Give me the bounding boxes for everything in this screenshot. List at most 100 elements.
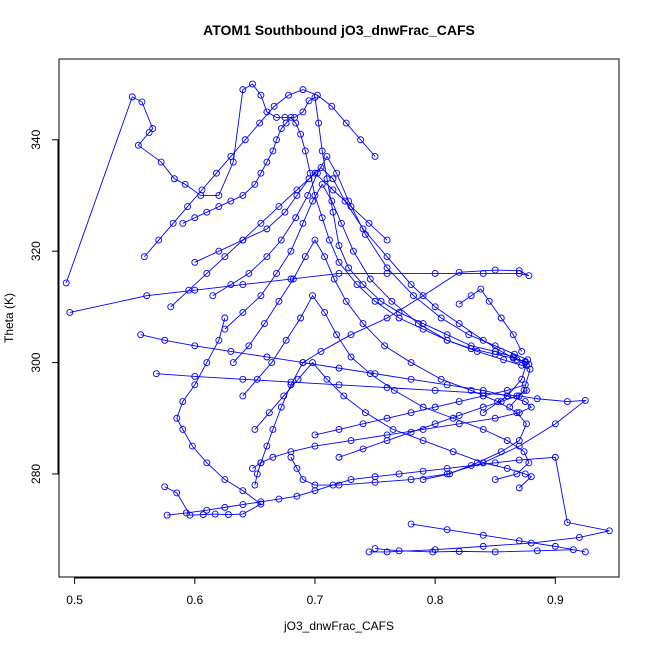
data-point bbox=[239, 510, 247, 518]
data-point bbox=[299, 86, 307, 94]
data-point bbox=[347, 476, 355, 483]
data-point bbox=[443, 464, 451, 472]
x-tick-label: 0.9 bbox=[547, 593, 564, 607]
data-point bbox=[479, 336, 487, 344]
data-point bbox=[275, 495, 283, 503]
data-point bbox=[371, 473, 379, 481]
data-point bbox=[419, 325, 427, 333]
data-point bbox=[345, 264, 353, 272]
data-point bbox=[389, 425, 397, 433]
data-point bbox=[221, 503, 229, 511]
data-point bbox=[188, 442, 196, 450]
data-point bbox=[293, 186, 301, 194]
data-point bbox=[191, 214, 199, 222]
data-point bbox=[455, 412, 463, 419]
data-point bbox=[229, 158, 237, 166]
data-point bbox=[500, 356, 508, 364]
data-point bbox=[239, 392, 247, 400]
series-line-9 bbox=[212, 155, 529, 414]
data-point bbox=[261, 320, 268, 328]
data-point bbox=[287, 114, 295, 121]
series-line-14 bbox=[143, 89, 376, 258]
data-point bbox=[311, 93, 319, 101]
data-point bbox=[289, 275, 297, 283]
series-points bbox=[62, 80, 613, 556]
data-point bbox=[335, 381, 343, 389]
data-point bbox=[345, 197, 353, 205]
data-point bbox=[335, 242, 343, 250]
data-point bbox=[357, 136, 365, 144]
data-point bbox=[506, 403, 514, 411]
data-point bbox=[62, 279, 70, 287]
data-point bbox=[182, 509, 190, 517]
data-point bbox=[515, 392, 523, 400]
data-point bbox=[239, 487, 247, 495]
data-point bbox=[239, 281, 247, 289]
data-point bbox=[359, 445, 367, 453]
data-point bbox=[575, 534, 583, 541]
data-point bbox=[443, 381, 451, 389]
data-point bbox=[520, 448, 528, 456]
data-point bbox=[317, 164, 325, 172]
data-point bbox=[161, 483, 169, 491]
data-point bbox=[491, 342, 499, 350]
data-point bbox=[395, 470, 403, 478]
data-point bbox=[305, 175, 313, 183]
data-point bbox=[221, 253, 229, 261]
data-point bbox=[257, 91, 265, 99]
data-point bbox=[185, 286, 193, 294]
data-point bbox=[407, 375, 415, 383]
data-point bbox=[184, 203, 192, 211]
series-line-0 bbox=[65, 83, 526, 363]
data-point bbox=[273, 136, 280, 144]
data-point bbox=[318, 147, 326, 155]
data-point bbox=[198, 186, 206, 194]
data-point bbox=[280, 392, 288, 400]
data-point bbox=[437, 314, 445, 322]
data-point bbox=[359, 320, 367, 328]
data-point bbox=[215, 247, 223, 255]
data-point bbox=[563, 398, 571, 405]
series-line-5 bbox=[167, 456, 610, 553]
data-point bbox=[191, 381, 199, 389]
data-point bbox=[313, 91, 321, 99]
data-point bbox=[491, 476, 499, 483]
data-point bbox=[446, 470, 454, 478]
data-point bbox=[419, 476, 427, 483]
data-point bbox=[268, 359, 276, 367]
data-point bbox=[311, 487, 319, 495]
data-point bbox=[419, 425, 427, 433]
data-point bbox=[342, 119, 350, 127]
data-point bbox=[203, 208, 211, 216]
data-point bbox=[431, 420, 439, 428]
data-point bbox=[491, 414, 499, 422]
data-point bbox=[227, 197, 235, 205]
data-point bbox=[212, 169, 220, 177]
data-point bbox=[257, 169, 265, 177]
data-point bbox=[371, 545, 379, 553]
data-point bbox=[292, 214, 300, 222]
data-point bbox=[518, 361, 526, 369]
data-point bbox=[414, 320, 422, 328]
data-point bbox=[365, 219, 373, 227]
data-point bbox=[277, 403, 285, 411]
data-point bbox=[407, 281, 415, 289]
data-point bbox=[494, 398, 502, 405]
data-point bbox=[353, 281, 361, 289]
data-point bbox=[186, 511, 194, 519]
data-point bbox=[455, 420, 463, 428]
data-point bbox=[518, 347, 526, 355]
data-point bbox=[485, 297, 493, 305]
data-point bbox=[263, 158, 271, 166]
data-point bbox=[335, 453, 343, 461]
data-point bbox=[383, 437, 391, 444]
data-point bbox=[467, 342, 475, 350]
data-point bbox=[337, 219, 345, 227]
data-point bbox=[383, 314, 391, 322]
data-point bbox=[467, 292, 475, 300]
data-point bbox=[269, 147, 277, 155]
data-point bbox=[140, 253, 148, 261]
data-point bbox=[293, 464, 301, 472]
data-point bbox=[473, 347, 481, 355]
data-point bbox=[179, 425, 187, 433]
